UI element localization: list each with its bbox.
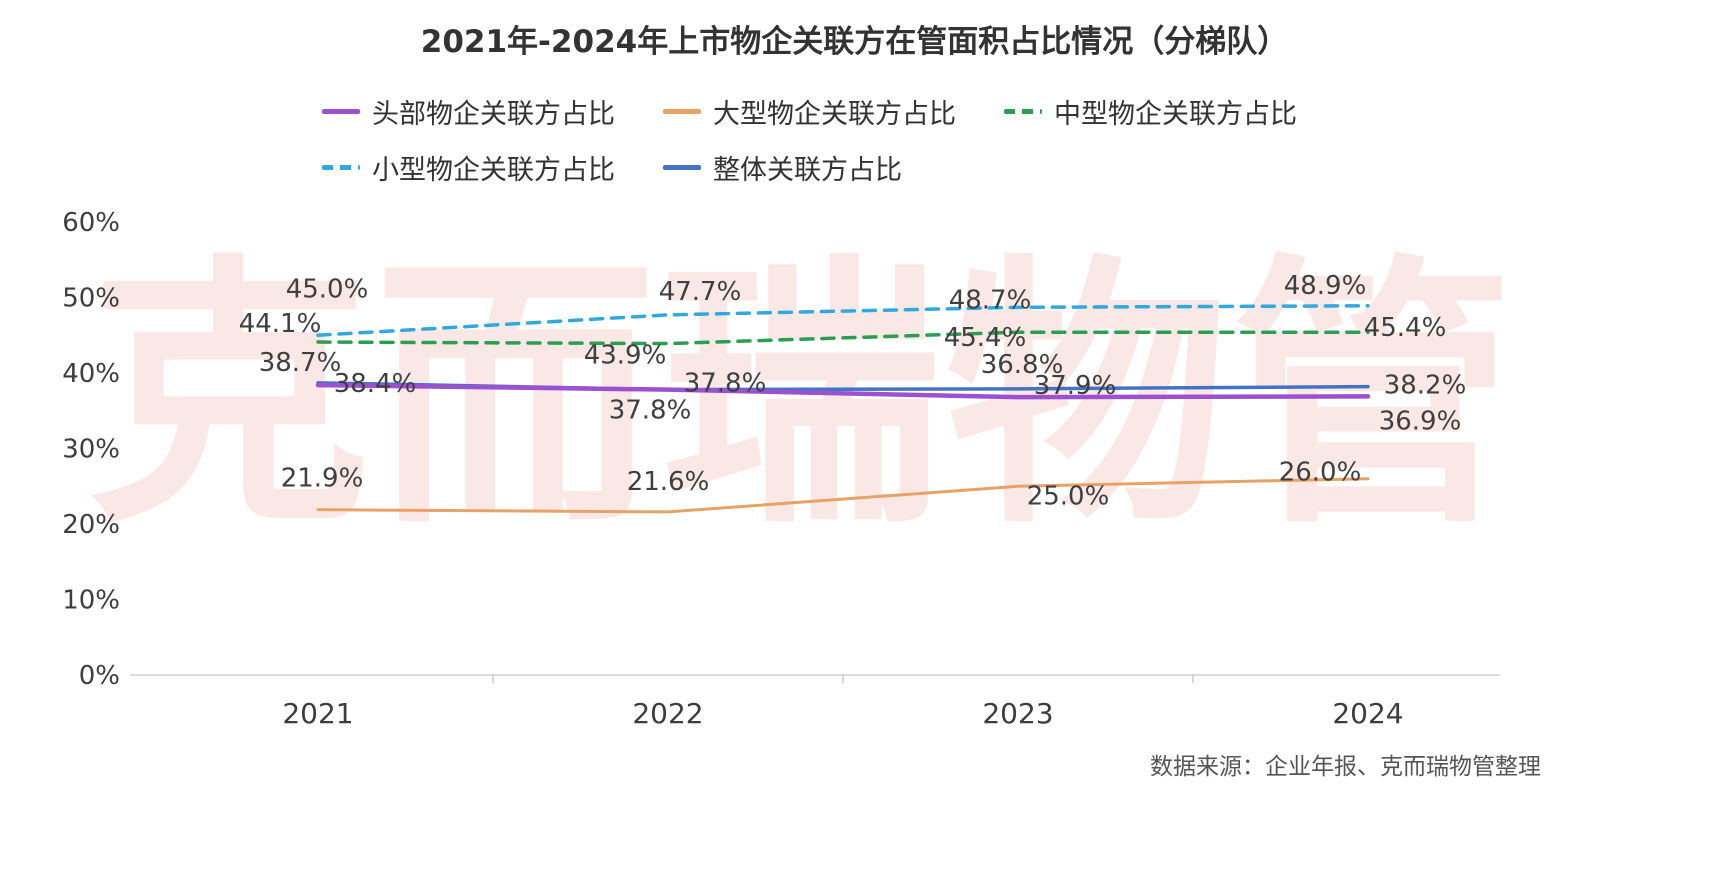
legend-label: 小型物企关联方占比 [372, 155, 615, 186]
legend-item: 整体关联方占比 [663, 148, 902, 187]
y-axis-label: 10% [62, 586, 120, 616]
page-title: 2021年-2024年上市物企关联方在管面积占比情况（分梯队） [420, 24, 1289, 60]
y-axis-label: 0% [79, 661, 120, 691]
data-label: 45.4% [944, 323, 1027, 353]
legend-item: 中型物企关联方占比 [1004, 92, 1297, 131]
x-axis-label: 2024 [1332, 697, 1403, 730]
series-line-1 [316, 477, 1370, 514]
y-axis-label: 60% [62, 208, 120, 238]
data-label: 36.9% [1379, 406, 1462, 436]
legend-item: 小型物企关联方占比 [322, 148, 615, 187]
legend-label: 整体关联方占比 [713, 155, 902, 186]
data-label: 26.0% [1279, 458, 1362, 488]
data-label: 38.7% [259, 348, 342, 378]
x-axis-label: 2022 [632, 697, 703, 730]
data-label: 44.1% [239, 309, 322, 339]
legend-row: 小型物企关联方占比 整体关联方占比 [322, 148, 1297, 187]
legend-label: 中型物企关联方占比 [1054, 99, 1297, 130]
data-label: 45.4% [1364, 313, 1447, 343]
data-label: 25.0% [1027, 481, 1110, 511]
chart-legend: 头部物企关联方占比 大型物企关联方占比 中型物企关联方占比小型物企关联方占比 整体关联… [322, 92, 1297, 187]
legend-marker-icon [322, 165, 360, 170]
data-label: 21.9% [281, 464, 364, 494]
legend-label: 大型物企关联方占比 [713, 99, 956, 130]
series-line-2 [316, 330, 1370, 346]
series-line-3 [316, 304, 1370, 337]
data-source-note: 数据来源：企业年报、克而瑞物管整理 [1150, 754, 1541, 780]
data-label: 45.0% [286, 274, 369, 304]
legend-item: 大型物企关联方占比 [663, 92, 956, 131]
y-axis-label: 20% [62, 510, 120, 540]
data-label: 21.6% [627, 467, 710, 497]
x-axis-label: 2021 [282, 697, 353, 730]
legend-marker-icon [322, 109, 360, 114]
data-label: 37.8% [684, 369, 767, 399]
data-label: 43.9% [584, 341, 667, 371]
data-label: 47.7% [659, 277, 742, 307]
series-line-0 [315, 382, 1371, 400]
data-label: 37.9% [1034, 371, 1117, 401]
legend-label: 头部物企关联方占比 [372, 99, 615, 130]
data-label: 38.2% [1384, 371, 1467, 401]
data-label: 38.4% [334, 369, 417, 399]
data-label: 36.8% [981, 350, 1064, 380]
legend-row: 头部物企关联方占比 大型物企关联方占比 中型物企关联方占比 [322, 92, 1297, 131]
legend-marker-icon [663, 109, 701, 114]
x-axis-label: 2023 [982, 697, 1053, 730]
y-axis-label: 30% [62, 435, 120, 465]
data-label: 48.9% [1284, 271, 1367, 301]
legend-marker-icon [1004, 109, 1042, 114]
data-label: 37.8% [609, 396, 692, 426]
legend-item: 头部物企关联方占比 [322, 92, 615, 131]
data-label: 48.7% [949, 285, 1032, 315]
legend-marker-icon [663, 165, 701, 170]
y-axis-label: 50% [62, 284, 120, 314]
y-axis-label: 40% [62, 359, 120, 389]
